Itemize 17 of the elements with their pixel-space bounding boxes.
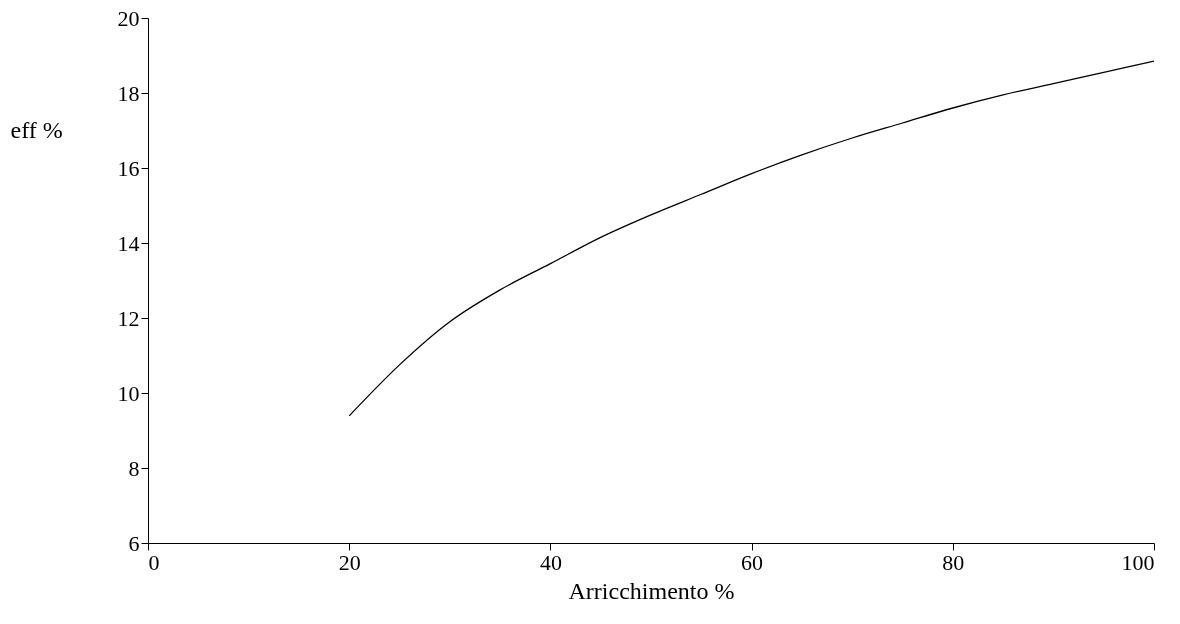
y-tick-label: 20 [117,5,140,31]
x-tick-label: 80 [942,549,965,575]
y-tick-label: 6 [128,530,140,556]
x-tick-label: 20 [338,549,361,575]
y-tick-label: 8 [128,455,140,481]
line-series [348,60,1154,417]
x-tick-label: 60 [741,549,764,575]
y-tick-label: 18 [117,80,140,106]
y-tick-label: 12 [117,305,140,331]
y-axis-title: eff % [10,116,63,143]
x-tick-label: 100 [1121,549,1155,575]
x-tick-label: 40 [539,549,562,575]
y-tick-label: 10 [117,380,140,406]
x-axis-title: Arricchimento % [568,577,735,604]
y-tick-label: 14 [117,230,140,256]
y-tick-label: 16 [117,155,140,181]
x-tick-label: 0 [148,549,160,575]
